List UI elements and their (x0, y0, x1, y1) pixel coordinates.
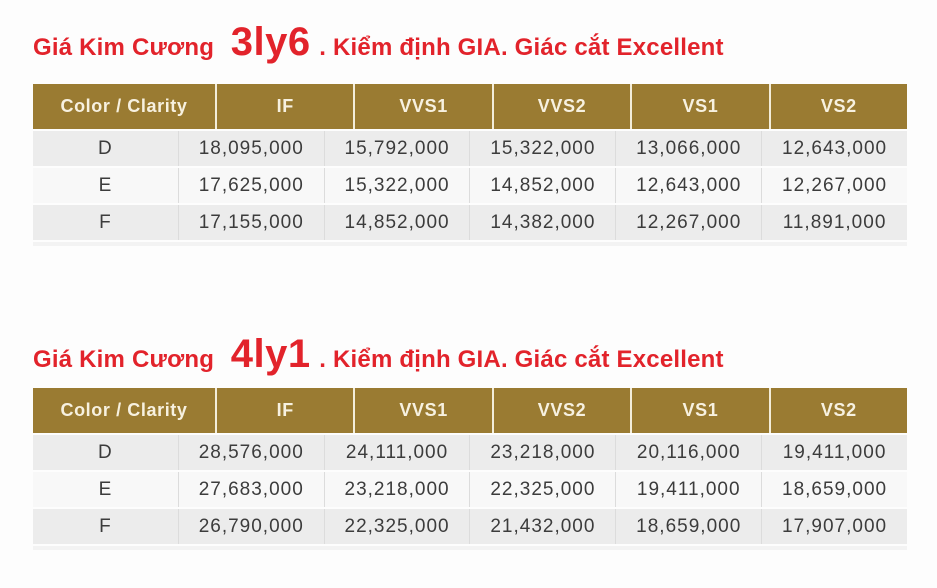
header-cell-vvs1: VVS1 (353, 388, 491, 433)
price-table-4ly1: Color / Clarity IF VVS1 VVS2 VS1 VS2 D 2… (33, 388, 907, 550)
price-cell: 21,432,000 (469, 509, 615, 544)
table-row-d: D 28,576,000 24,111,000 23,218,000 20,11… (33, 435, 907, 470)
title-suffix: . Kiểm định GIA. Giác cắt Excellent (319, 346, 724, 373)
price-cell: 12,267,000 (615, 205, 761, 240)
row-color-cell: E (98, 174, 113, 196)
price-cell: 15,322,000 (323, 168, 470, 203)
price-cell: 12,267,000 (761, 168, 907, 203)
price-cell: 23,218,000 (469, 435, 615, 470)
price-cell: 17,907,000 (761, 509, 907, 544)
price-cell: 22,325,000 (323, 509, 470, 544)
header-cell-vvs1: VVS1 (353, 84, 491, 129)
price-table-3ly6: Color / Clarity IF VVS1 VVS2 VS1 VS2 D 1… (33, 84, 907, 246)
header-cell-if: IF (215, 84, 353, 129)
table-header-row: Color / Clarity IF VVS1 VVS2 VS1 VS2 (33, 84, 907, 129)
price-cell: 14,382,000 (469, 205, 615, 240)
section-title-3ly6: Giá Kim Cương 3ly6 . Kiểm định GIA. Giác… (33, 0, 907, 64)
table-row-d: D 18,095,000 15,792,000 15,322,000 13,06… (33, 131, 907, 166)
price-cell: 12,643,000 (761, 131, 907, 166)
price-cell: 17,155,000 (177, 205, 324, 240)
price-cell: 23,218,000 (323, 472, 470, 507)
header-cell-vs1: VS1 (630, 84, 768, 129)
price-cell: 20,116,000 (615, 435, 761, 470)
price-cell: 24,111,000 (323, 435, 470, 470)
header-cell-vvs2: VVS2 (491, 388, 630, 433)
table-row-f: F 17,155,000 14,852,000 14,382,000 12,26… (33, 205, 907, 240)
table-header-row: Color / Clarity IF VVS1 VVS2 VS1 VS2 (33, 388, 907, 433)
header-cell-vs2: VS2 (768, 84, 907, 129)
title-suffix: . Kiểm định GIA. Giác cắt Excellent (319, 34, 724, 61)
price-cell: 14,852,000 (469, 168, 615, 203)
price-cell: 15,322,000 (469, 131, 615, 166)
row-color-cell: E (98, 478, 113, 500)
table-bottom-edge (33, 546, 907, 550)
price-cell: 18,659,000 (761, 472, 907, 507)
price-cell: 12,643,000 (615, 168, 761, 203)
price-cell: 27,683,000 (177, 472, 324, 507)
price-cell: 19,411,000 (761, 435, 907, 470)
header-cell-vs2: VS2 (768, 388, 907, 433)
row-color-cell: F (99, 211, 112, 233)
header-cell-vs1: VS1 (630, 388, 768, 433)
title-diamond-size: 4ly1 (230, 332, 311, 376)
table-row-f: F 26,790,000 22,325,000 21,432,000 18,65… (33, 509, 907, 544)
title-diamond-size: 3ly6 (230, 20, 311, 64)
price-cell: 22,325,000 (469, 472, 615, 507)
table-bottom-edge (33, 242, 907, 246)
price-cell: 28,576,000 (177, 435, 324, 470)
price-cell: 17,625,000 (177, 168, 324, 203)
header-cell-if: IF (215, 388, 353, 433)
row-color-cell: F (99, 515, 112, 537)
price-cell: 19,411,000 (615, 472, 761, 507)
price-section-4ly1: Giá Kim Cương 4ly1 . Kiểm định GIA. Giác… (33, 246, 907, 550)
header-cell-color-clarity: Color / Clarity (60, 96, 188, 116)
table-row-e: E 27,683,000 23,218,000 22,325,000 19,41… (33, 472, 907, 507)
title-prefix: Giá Kim Cương (33, 34, 215, 61)
price-cell: 18,095,000 (177, 131, 324, 166)
header-cell-color-clarity: Color / Clarity (60, 400, 188, 420)
header-cell-vvs2: VVS2 (491, 84, 630, 129)
price-cell: 15,792,000 (323, 131, 470, 166)
price-cell: 13,066,000 (615, 131, 761, 166)
row-color-cell: D (98, 137, 113, 159)
row-color-cell: D (98, 441, 113, 463)
price-cell: 18,659,000 (615, 509, 761, 544)
section-title-4ly1: Giá Kim Cương 4ly1 . Kiểm định GIA. Giác… (33, 246, 907, 376)
price-cell: 26,790,000 (177, 509, 324, 544)
price-cell: 14,852,000 (323, 205, 470, 240)
price-cell: 11,891,000 (761, 205, 907, 240)
table-row-e: E 17,625,000 15,322,000 14,852,000 12,64… (33, 168, 907, 203)
price-section-3ly6: Giá Kim Cương 3ly6 . Kiểm định GIA. Giác… (33, 0, 907, 246)
title-prefix: Giá Kim Cương (33, 346, 215, 373)
